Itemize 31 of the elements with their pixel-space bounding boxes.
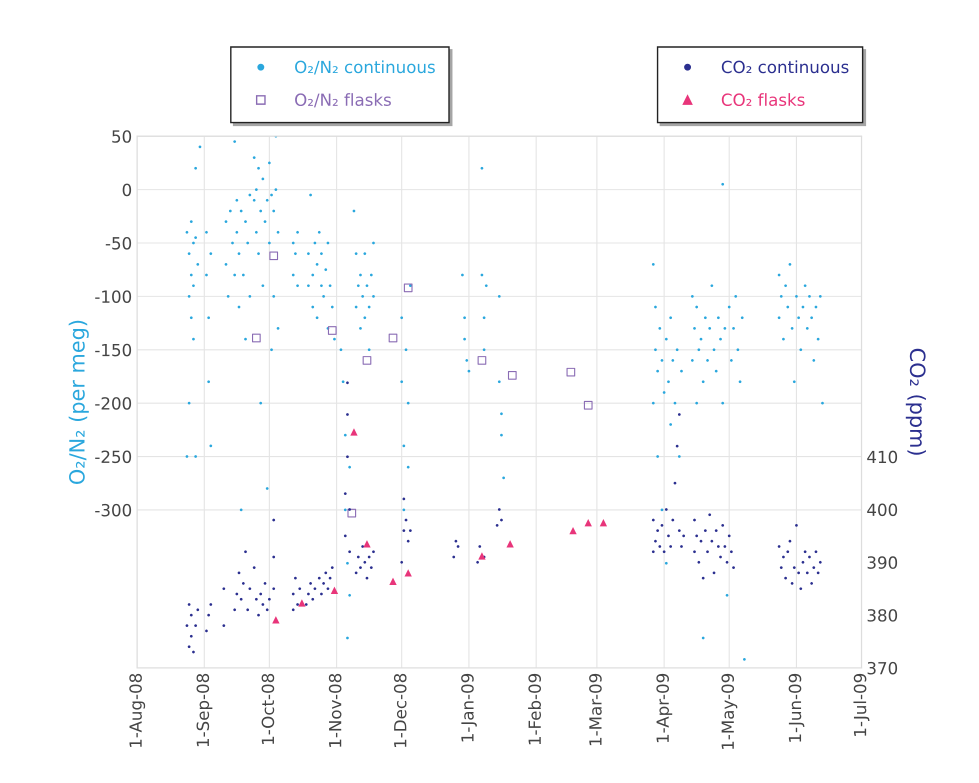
y2-tick-label: 370 (868, 662, 898, 674)
x-tick-label: 1-Feb-09 (528, 674, 541, 744)
y2-tick-label: 400 (867, 503, 898, 516)
y-tick-label: -100 (95, 290, 132, 303)
legend-label: O₂/N₂ flasks (295, 93, 391, 108)
y-tick-label: 50 (112, 130, 132, 143)
y-axis-title: O₂/N₂ (per meg) (68, 320, 89, 484)
y-tick-label: 0 (122, 184, 132, 196)
y-tick-label: -150 (95, 344, 132, 356)
x-tick-label: 1-Mar-09 (589, 674, 602, 746)
x-tick-label: 1-Oct-08 (262, 674, 274, 744)
legend-label: O₂/N₂ continuous (295, 60, 435, 75)
y2-tick-label: 390 (868, 556, 898, 569)
x-tick-label: 1-Apr-09 (656, 674, 672, 742)
legend-label: CO₂ continuous (722, 60, 848, 74)
x-tick-label: 1-Dec-08 (394, 674, 407, 748)
y-tick-label: -250 (95, 450, 132, 464)
x-tick-label: 1-May-09 (721, 674, 738, 749)
y2-tick-label: 410 (867, 450, 898, 464)
y2-tick-label: 380 (868, 609, 898, 622)
x-tick-label: 1-Nov-08 (328, 674, 342, 747)
x-tick-label: 1-Jun-09 (788, 674, 804, 742)
y-tick-label: -200 (95, 397, 132, 410)
x-tick-label: 1-Jan-09 (461, 674, 477, 742)
y-tick-label: -50 (106, 236, 132, 250)
x-tick-label: 1-Sep-08 (196, 674, 212, 746)
x-tick-label: 1-Aug-08 (129, 674, 146, 747)
y-tick-label: -300 (95, 504, 132, 516)
legend-label: CO₂ flasks (722, 93, 805, 106)
x-tick-label: 1-Jul-09 (853, 674, 870, 736)
y2-axis-title: CO₂ (ppm) (906, 348, 926, 455)
